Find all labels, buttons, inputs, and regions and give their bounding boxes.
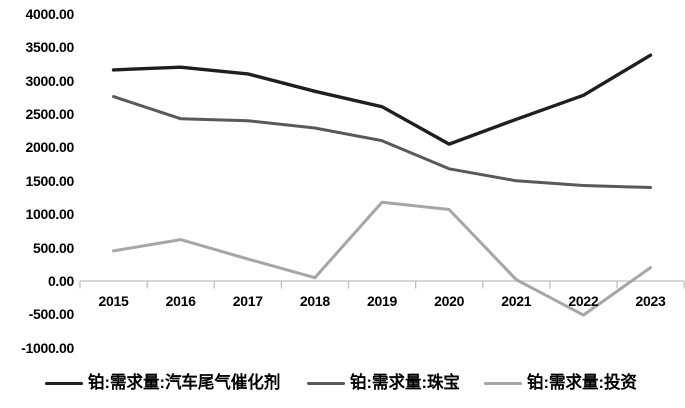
legend-label: 铂:需求量:珠宝 (349, 373, 460, 392)
y-axis-label: 1000.00 (25, 206, 74, 223)
x-axis-label: 2022 (568, 293, 599, 309)
x-axis-label: 2021 (501, 293, 532, 309)
legend-line-swatch (44, 381, 83, 385)
series-line-1 (112, 95, 652, 189)
x-axis-label: 2015 (98, 293, 129, 309)
legend-line-swatch (306, 381, 345, 385)
legend-item-jewelry: 铂:需求量:珠宝 (306, 372, 463, 394)
y-axis-label: 3000.00 (25, 72, 74, 89)
y-axis-label: 3500.00 (25, 39, 74, 56)
legend: 铂:需求量:汽车尾气催化剂 铂:需求量:珠宝 铂:需求量:投资 (0, 372, 685, 394)
x-axis-label: 2018 (299, 293, 330, 309)
y-axis-label: 4000.00 (25, 5, 74, 22)
legend-label: 铂:需求量:汽车尾气催化剂 (87, 373, 280, 392)
legend-item-auto-catalyst: 铂:需求量:汽车尾气催化剂 (44, 372, 286, 394)
y-axis-label: -500.00 (28, 306, 75, 323)
y-axis-label: 1500.00 (25, 172, 74, 189)
y-axis-label: 500.00 (32, 239, 74, 256)
y-axis-label: 2000.00 (25, 139, 74, 156)
x-axis-label: 2016 (165, 293, 196, 309)
x-axis-label: 2017 (232, 293, 263, 309)
x-axis-label: 2020 (434, 293, 465, 309)
y-axis-label: 0.00 (47, 273, 74, 289)
legend-line-swatch (484, 381, 523, 385)
x-axis-label: 2023 (635, 293, 666, 309)
legend-item-investment: 铂:需求量:投资 (484, 372, 640, 394)
series-line-2 (112, 200, 652, 317)
legend-label: 铂:需求量:投资 (527, 373, 638, 392)
series-line-0 (111, 53, 653, 146)
x-axis-label: 2019 (367, 293, 397, 309)
y-axis-label: -1000.00 (21, 339, 74, 356)
y-axis-label: 2500.00 (25, 106, 74, 122)
